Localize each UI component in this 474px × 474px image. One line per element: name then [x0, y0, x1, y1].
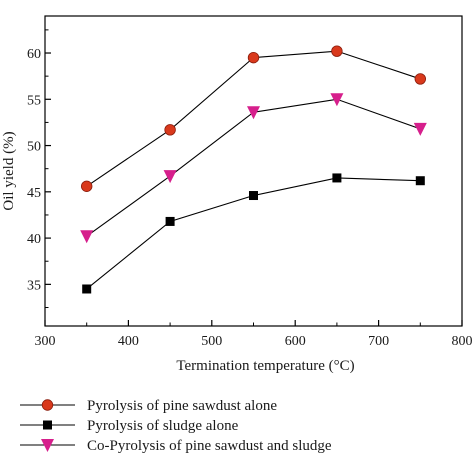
x-tick-label: 600 [285, 334, 306, 349]
legend-label: Pyrolysis of sludge alone [87, 418, 239, 434]
x-tick-label: 500 [201, 334, 222, 349]
data-point [331, 45, 343, 57]
data-point [249, 191, 258, 201]
data-point [247, 51, 260, 64]
data-point [413, 122, 427, 136]
data-point [164, 124, 176, 136]
y-tick-label: 40 [27, 232, 41, 247]
legend-marker [41, 439, 54, 452]
data-point [165, 216, 175, 226]
y-axis-title: Oil yield (%) [1, 131, 17, 210]
data-point [247, 106, 260, 120]
legend-label: Pyrolysis of pine sawdust alone [87, 398, 277, 414]
data-point [80, 180, 93, 192]
data-point [414, 73, 427, 85]
data-point [163, 170, 177, 184]
data-point [330, 93, 344, 107]
y-tick-label: 55 [27, 93, 41, 108]
data-point [82, 284, 92, 294]
legend: Pyrolysis of pine sawdust alone Pyrolysis… [20, 398, 332, 454]
legend-label: Co-Pyrolysis of pine sawdust and sludge [87, 438, 332, 454]
y-tick-label: 45 [27, 186, 41, 201]
data-point [415, 176, 425, 186]
x-tick-label: 700 [368, 334, 389, 349]
series-line-3 [86, 98, 421, 237]
y-tick-label: 60 [27, 47, 41, 62]
series-markers [80, 45, 427, 294]
x-tick-label: 300 [35, 334, 56, 349]
x-tick-label: 400 [118, 334, 139, 349]
x-axis: 300 400 500 600 700 800 [35, 320, 473, 349]
series-lines [86, 50, 421, 290]
y-axis: 35 40 45 50 55 60 [27, 29, 51, 308]
x-axis-title: Termination temperature (°C) [176, 358, 354, 374]
data-point [332, 173, 342, 183]
y-tick-label: 35 [27, 278, 41, 293]
y-tick-label: 50 [27, 140, 41, 155]
data-point [80, 230, 94, 244]
plot-area: 300 400 500 600 700 800 35 40 45 50 55 60 [27, 15, 473, 349]
x-tick-label: 800 [452, 334, 473, 349]
legend-marker [41, 399, 54, 411]
legend-marker [43, 420, 52, 430]
